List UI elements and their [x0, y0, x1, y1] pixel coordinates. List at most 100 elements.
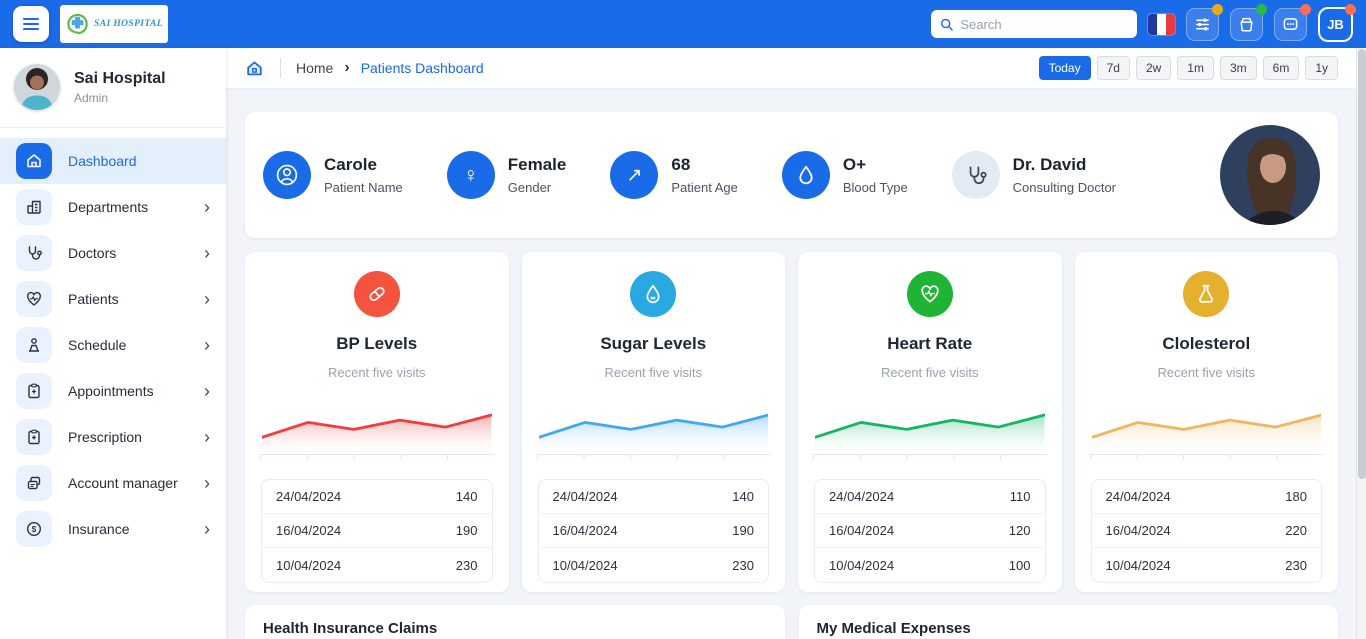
messages-button[interactable] [1274, 3, 1311, 41]
card-title: Sugar Levels [600, 334, 707, 353]
main-content: Home › Patients Dashboard Today 7d 2w 1m… [226, 48, 1356, 639]
dollar-circle-icon: $ [16, 511, 52, 547]
gender-value: Female [507, 155, 567, 174]
sidebar-item-appointments[interactable]: Appointments › [0, 368, 226, 414]
hospital-logo[interactable]: SAI HOSPITAL [60, 5, 168, 43]
chevron-right-icon: › [204, 289, 210, 309]
chevron-right-icon: › [344, 59, 350, 76]
time-filter-1m[interactable]: 1m [1177, 56, 1214, 80]
breadcrumb: Home › Patients Dashboard Today 7d 2w 1m… [226, 48, 1356, 88]
sidebar: Sai Hospital Admin Dashboard Departments… [0, 48, 226, 639]
clipboard-plus-icon [16, 419, 52, 455]
flag-stripe-blue [1148, 13, 1157, 35]
cholesterol-sparkline-chart [1091, 413, 1321, 454]
stat-card-cholesterol: Clolesterol Recent five visits 24/04/202… [1074, 252, 1338, 592]
sidebar-item-patients[interactable]: Patients › [0, 276, 226, 322]
heart-pulse-icon [16, 281, 52, 317]
admin-role: Admin [74, 90, 109, 105]
gender-field: ♀ Female Gender [446, 151, 567, 199]
sidebar-item-prescription[interactable]: Prescription › [0, 414, 226, 460]
svg-text:$: $ [32, 525, 37, 534]
home-icon[interactable] [244, 58, 265, 79]
chevron-right-icon: › [204, 473, 210, 493]
scrollbar-thumb[interactable] [1357, 49, 1366, 479]
notification-badge [1300, 3, 1311, 15]
hospital-name: Sai Hospital [74, 69, 166, 87]
table-row: 24/04/2024 140 [538, 480, 768, 514]
shop-icon [1240, 17, 1253, 31]
sidebar-item-dashboard[interactable]: Dashboard [0, 138, 226, 184]
stethoscope-icon [951, 151, 1000, 199]
consulting-doctor-field: Dr. David Consulting Doctor [951, 151, 1116, 199]
search-box [931, 10, 1137, 38]
card-title: Clolesterol [1162, 334, 1251, 353]
time-filter-group: Today 7d 2w 1m 3m 6m 1y [1038, 56, 1338, 80]
patient-name-field: Carole Patient Name [263, 151, 403, 199]
visits-table: 24/04/2024 180 16/04/2024 220 10/04/2024 23… [1090, 479, 1322, 583]
table-row: 10/04/2024 230 [276, 557, 478, 573]
logo-emblem-icon [67, 13, 88, 35]
settings-sliders-button[interactable] [1186, 3, 1223, 41]
sidebar-item-doctors[interactable]: Doctors › [0, 230, 226, 276]
table-row: 24/04/2024 110 [815, 480, 1045, 514]
card-subtitle: Recent five visits [1157, 365, 1256, 380]
sidebar-item-schedule[interactable]: Schedule › [0, 322, 226, 368]
heart-rate-sparkline-chart [815, 413, 1045, 454]
vertical-scrollbar[interactable] [1356, 48, 1366, 639]
breadcrumb-home-link[interactable]: Home [296, 60, 334, 76]
user-initials: JB [1327, 16, 1344, 32]
sliders-icon [1196, 17, 1209, 31]
table-row: 24/04/2024 140 [262, 480, 492, 514]
stat-card-bp-levels: BP Levels Recent five visits 24/04/2024 1… [245, 252, 509, 592]
time-filter-7d[interactable]: 7d [1096, 56, 1130, 80]
sparkline-axis [260, 454, 494, 460]
blood-type-value: O+ [842, 155, 867, 174]
drop-icon [630, 271, 677, 317]
table-row: 16/04/2024 190 [262, 514, 492, 548]
admin-avatar[interactable] [14, 64, 60, 110]
time-filter-3m[interactable]: 3m [1219, 56, 1257, 80]
shop-button[interactable] [1230, 3, 1267, 41]
table-row: 16/04/2024 120 [815, 514, 1045, 548]
time-filter-6m[interactable]: 6m [1262, 56, 1300, 80]
table-row: 16/04/2024 220 [1091, 514, 1321, 548]
flag-stripe-red [1166, 13, 1175, 35]
notification-badge [1256, 3, 1267, 15]
stat-card-sugar-levels: Sugar Levels Recent five visits 24/04/20… [521, 252, 785, 592]
sidebar-item-insurance[interactable]: $ Insurance › [0, 506, 226, 552]
sidebar-item-departments[interactable]: Departments › [0, 184, 226, 230]
notification-badge [1345, 3, 1356, 15]
chevron-right-icon: › [204, 335, 210, 355]
building-icon [16, 189, 52, 225]
breadcrumb-current[interactable]: Patients Dashboard [360, 60, 484, 76]
flask-icon [1183, 271, 1230, 317]
capsule-icon [353, 271, 400, 317]
blood-drop-icon [781, 151, 830, 199]
patient-age-value: 68 [671, 155, 691, 174]
bp-sparkline-chart [262, 413, 492, 454]
sidebar-nav: Dashboard Departments › Doctors › [0, 138, 226, 552]
chat-icon [1283, 17, 1298, 30]
blood-type-field: O+ Blood Type [781, 151, 908, 199]
cards-icon [16, 465, 52, 501]
bottom-cards-row: Health Insurance Claims My Medical Expen… [245, 605, 1338, 639]
sidebar-item-account-manager[interactable]: Account manager › [0, 460, 226, 506]
chevron-right-icon: › [204, 197, 210, 217]
search-input[interactable] [960, 16, 1128, 32]
sidebar-divider [0, 127, 226, 128]
sparkline-axis [813, 454, 1047, 460]
time-filter-1y[interactable]: 1y [1305, 56, 1338, 80]
profile-button[interactable]: JB [1318, 3, 1356, 42]
time-filter-2w[interactable]: 2w [1135, 56, 1172, 80]
language-flag-button[interactable] [1148, 13, 1175, 35]
my-medical-expenses-card: My Medical Expenses [798, 605, 1338, 639]
card-subtitle: Recent five visits [604, 365, 703, 380]
hamburger-menu-button[interactable] [13, 6, 49, 42]
card-title: My Medical Expenses [816, 620, 971, 637]
patient-photo [1220, 125, 1320, 225]
sugar-sparkline-chart [538, 413, 768, 454]
card-title: Health Insurance Claims [263, 620, 438, 637]
time-filter-today[interactable]: Today [1038, 56, 1091, 80]
visits-table: 24/04/2024 110 16/04/2024 120 10/04/2024 10… [814, 479, 1046, 583]
sparkline-axis [536, 454, 770, 460]
